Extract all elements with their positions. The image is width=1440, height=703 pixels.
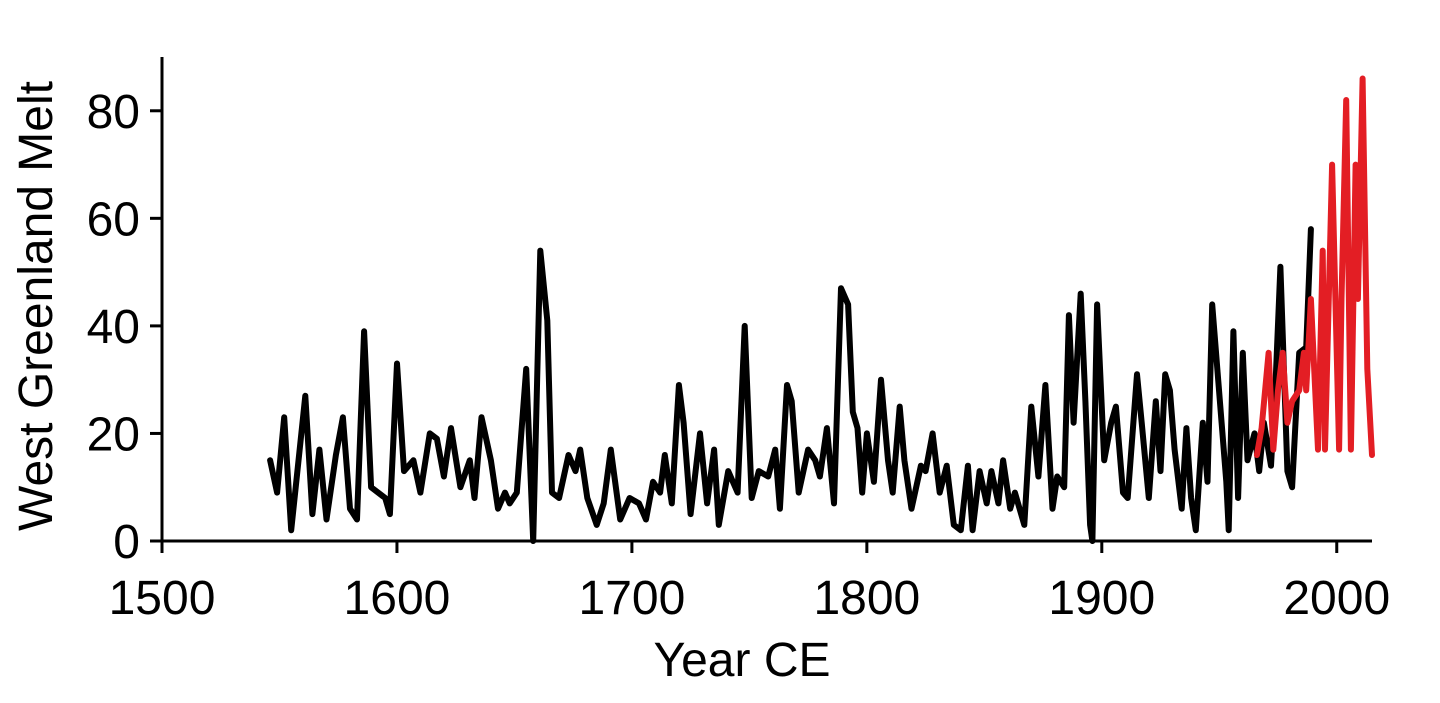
x-tick-label: 1800 <box>813 572 920 625</box>
x-tick-label: 1700 <box>579 572 686 625</box>
y-axis-title: West Greenland Melt <box>10 81 63 531</box>
x-tick-label: 1900 <box>1048 572 1155 625</box>
y-tick-label: 20 <box>87 408 140 461</box>
y-tick-label: 40 <box>87 301 140 354</box>
data-line <box>1253 75 1375 458</box>
y-tick-label: 80 <box>87 86 140 139</box>
y-tick-label: 0 <box>113 516 140 569</box>
x-tick-label: 2000 <box>1283 572 1390 625</box>
y-tick-label: 60 <box>87 193 140 246</box>
x-tick-label: 1500 <box>109 572 216 625</box>
x-tick-label: 1600 <box>344 572 451 625</box>
x-axis-title: Year CE <box>654 634 831 687</box>
data-line <box>267 226 1314 544</box>
